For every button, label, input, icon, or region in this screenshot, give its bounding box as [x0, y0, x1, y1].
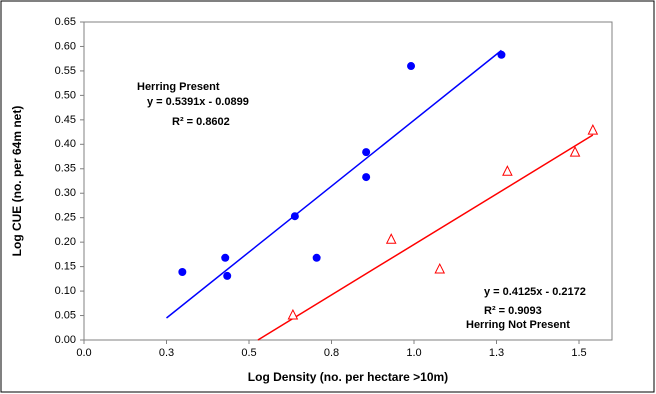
point — [497, 50, 506, 59]
r-squared: R² = 0.9093 — [484, 305, 542, 317]
y-tick-label: 0.00 — [55, 334, 76, 346]
series-label: Herring Present — [137, 81, 220, 93]
y-tick-label: 0.45 — [55, 114, 76, 126]
x-tick-label: 1.5 — [571, 347, 586, 359]
y-tick-label: 0.55 — [55, 65, 76, 77]
y-tick-label: 0.50 — [55, 89, 76, 101]
point — [362, 173, 371, 182]
equation: y = 0.4125x - 0.2172 — [484, 286, 586, 298]
point — [312, 253, 321, 262]
x-tick-label: 0.8 — [324, 347, 339, 359]
point — [221, 253, 230, 262]
equation: y = 0.5391x - 0.0899 — [147, 96, 249, 108]
point — [223, 271, 232, 280]
point — [434, 262, 446, 274]
x-tick-label: 0.3 — [159, 347, 174, 359]
y-tick-label: 0.25 — [55, 212, 76, 224]
point — [569, 146, 581, 157]
x-axis-title: Log Density (no. per hectare >10m) — [248, 370, 448, 384]
trendline — [166, 49, 502, 319]
y-tick-label: 0.30 — [55, 187, 76, 199]
point — [385, 233, 397, 244]
r-squared: R² = 0.8602 — [172, 116, 230, 128]
trendline — [257, 134, 594, 341]
x-tick-label: 0.0 — [76, 347, 91, 359]
y-tick-label: 0.40 — [55, 138, 76, 150]
point — [407, 62, 416, 71]
point — [290, 212, 299, 221]
point — [587, 124, 599, 135]
y-tick-label: 0.20 — [55, 236, 76, 248]
y-tick-label: 0.35 — [55, 163, 76, 175]
y-axis-title: Log CUE (no. per 64m net) — [10, 106, 24, 257]
y-tick-label: 0.05 — [55, 309, 76, 321]
point — [178, 267, 187, 276]
y-tick-label: 0.60 — [55, 40, 76, 52]
x-tick-label: 1.3 — [489, 347, 504, 359]
x-tick-label: 0.5 — [241, 347, 256, 359]
y-tick-label: 0.10 — [55, 285, 76, 297]
point — [502, 165, 513, 176]
y-tick-label: 0.15 — [55, 261, 76, 273]
plot-area — [83, 21, 613, 341]
point — [362, 148, 371, 157]
y-tick-label: 0.65 — [55, 16, 76, 28]
point — [287, 308, 299, 320]
series-label: Herring Not Present — [466, 319, 570, 331]
x-tick-label: 1.0 — [406, 347, 421, 359]
